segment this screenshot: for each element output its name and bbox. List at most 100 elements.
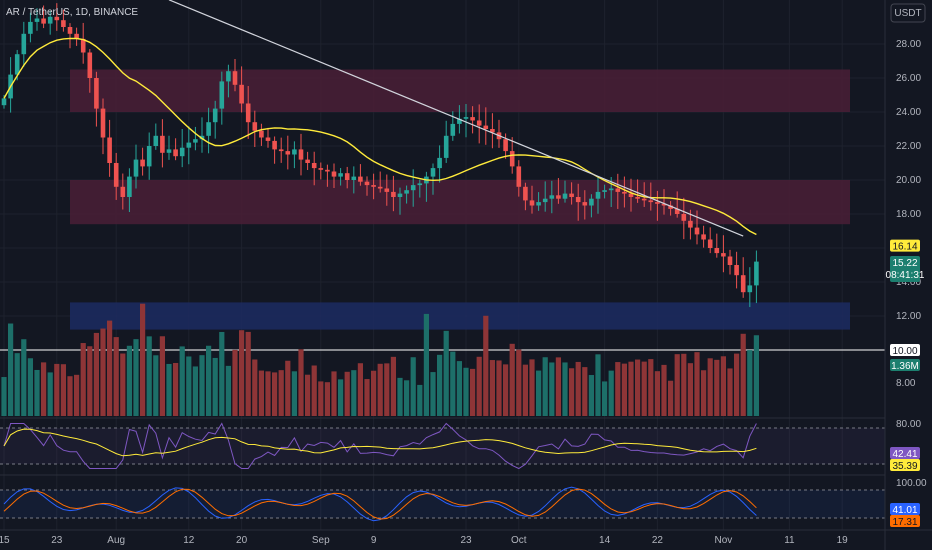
candle-body (529, 200, 535, 206)
time-tick-label: 15 (0, 535, 10, 546)
price-tick-label: 24.00 (896, 107, 921, 118)
candle-body (443, 135, 449, 158)
volume-bar (522, 364, 528, 416)
rsi-ma-tag (890, 459, 920, 471)
volume-bar (291, 371, 297, 416)
volume-bar (245, 331, 251, 416)
stoch-k-tag (890, 503, 920, 515)
volume-bar (265, 371, 271, 416)
volume-bar (694, 352, 700, 416)
rsi-ma-tag-label: 35.39 (892, 461, 917, 472)
candle-body (404, 190, 409, 194)
time-axis[interactable]: 15 23 Aug 12 20 Sep 9 23 Oct 14 22 Nov 11 19 (0, 535, 848, 546)
candle-body (575, 197, 581, 203)
candle-body (61, 20, 66, 27)
rsi-tick-label: 80.00 (896, 419, 921, 430)
candle-body (410, 185, 416, 191)
volume-bar (483, 315, 489, 416)
candle-body (325, 169, 330, 172)
time-tick-label: 20 (236, 535, 248, 546)
candle-body (34, 18, 40, 22)
volume-bar (351, 370, 357, 416)
volume-bar (232, 349, 238, 416)
candle-body (727, 256, 733, 265)
price-tick-label: 14.00 (896, 277, 921, 288)
volume-bar (133, 339, 139, 416)
candle-body (311, 163, 317, 169)
volume-tag-label: 1.36M (891, 361, 919, 372)
volume-bar (74, 374, 80, 416)
candle-body (285, 151, 291, 155)
candle-body (595, 191, 601, 199)
volume-bar (14, 353, 20, 416)
candle-body (94, 78, 99, 109)
candle-body (259, 130, 264, 138)
volume-bar (34, 369, 40, 416)
candle-body (179, 147, 185, 157)
volume-bar (87, 346, 93, 416)
volume-bar (186, 356, 192, 416)
candle-body (641, 198, 647, 201)
volume-bar (80, 343, 86, 416)
volume-bar (278, 370, 284, 416)
volume-bar (410, 357, 416, 416)
candle-body (67, 27, 73, 34)
candle-body (457, 118, 462, 124)
volume-bar (258, 370, 264, 416)
candle-body (318, 168, 324, 170)
candle-body (734, 265, 739, 276)
trendline[interactable] (168, 0, 744, 237)
volume-bar (727, 368, 733, 416)
volume-bar (384, 363, 390, 416)
volume-bar (272, 372, 278, 416)
volume-bar (219, 331, 225, 416)
countdown-label: 08:41:31 (886, 270, 925, 281)
volume-bar (47, 372, 53, 416)
volume-bar (54, 363, 60, 416)
candle-body (470, 117, 475, 121)
volume-bar (430, 372, 436, 416)
candle-body (199, 135, 205, 140)
stoch-tick-label: 100.00 (896, 478, 927, 489)
candle-body (397, 193, 403, 197)
volume-bar (450, 351, 456, 416)
volume-bar (107, 320, 113, 416)
candle-body (212, 108, 218, 123)
candle-body (364, 181, 370, 186)
volume-bar (173, 362, 179, 416)
volume-bar (575, 361, 581, 416)
volume-bar (648, 359, 654, 416)
ma-price-tag-label: 16.14 (892, 242, 917, 253)
volume-bar (476, 356, 482, 416)
price-axis[interactable]: 28.00 26.00 24.00 22.00 20.00 18.00 14.00 12.00… (896, 39, 927, 489)
horizontal-line-tag-label: 10.00 (892, 346, 917, 357)
candle-body (47, 16, 53, 24)
candle-body (80, 38, 86, 53)
volume-bar (423, 313, 429, 416)
symbol-title: AR / TetherUS, 1D, BINANCE (6, 7, 138, 18)
candle-body (707, 239, 713, 248)
candle-body (41, 18, 46, 24)
currency-button[interactable] (890, 3, 926, 23)
volume-bar (324, 382, 330, 416)
candle-body (54, 16, 60, 21)
horizontal-line-tag (890, 344, 920, 356)
volume-bar (192, 366, 198, 416)
candle-body (655, 202, 660, 204)
candle-body (417, 183, 423, 186)
candle-body (589, 198, 594, 206)
rsi-pane (0, 422, 885, 470)
volume-bar (120, 353, 126, 416)
price-tick-label: 18.00 (896, 209, 921, 220)
candle-body (377, 186, 383, 189)
candle-body (252, 122, 258, 131)
candle-body (450, 123, 456, 136)
volume-bar (357, 363, 363, 416)
volume-bar (159, 336, 165, 416)
time-tick-label: 22 (652, 535, 664, 546)
candle-body (358, 176, 363, 182)
time-tick-label: Sep (312, 535, 330, 546)
volume-bar (8, 323, 14, 416)
candle-body (173, 149, 178, 157)
